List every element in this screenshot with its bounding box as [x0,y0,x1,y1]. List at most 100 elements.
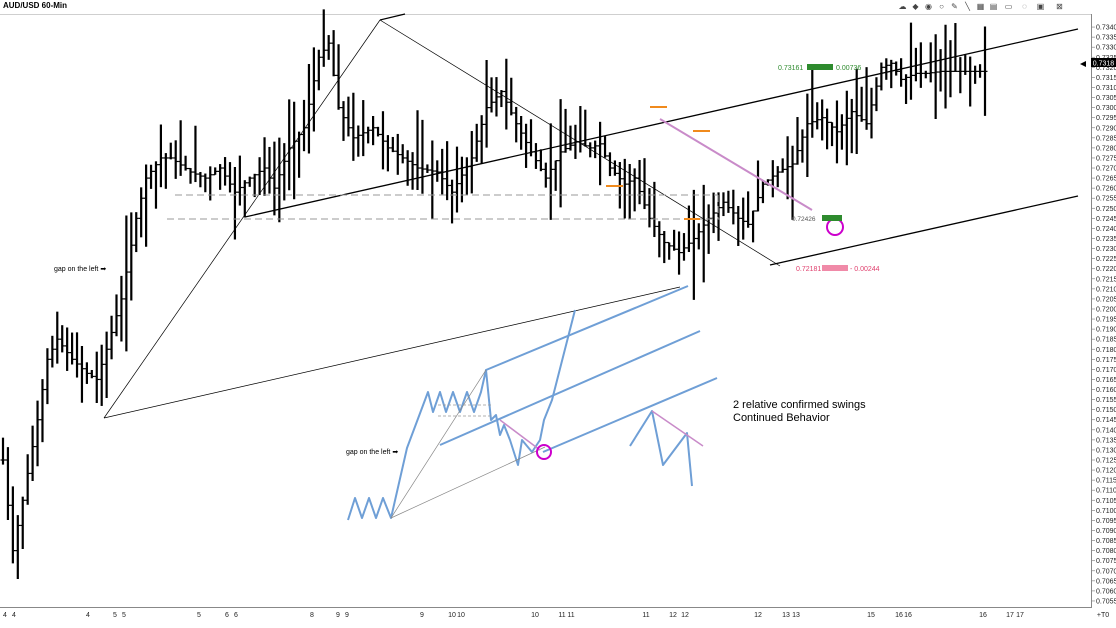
line-tool-icon[interactable]: ╲ [965,2,970,11]
fill-icon[interactable]: ◆ [912,2,919,11]
note-line-1: 2 relative confirmed swings [733,399,866,411]
y-tick-label: 0.7275 [1096,155,1116,162]
y-tick-label: 0.7075 [1096,558,1116,565]
y-tick-label: 0.7100 [1096,508,1116,515]
y-tick-label: 0.7240 [1096,226,1116,233]
chart-title-bar: AUD/USD 60-Min ☁ ◆ ◉ ○ ✎ ╲ ▦ ▤ ▭ ◌ ▣ ⊠ [0,0,1116,15]
y-tick-label: 0.7335 [1096,35,1116,42]
x-tick-label: 10 [457,612,465,619]
decline-line [379,19,781,267]
y-tick-label: 0.7295 [1096,115,1116,122]
y-tick-label: 0.7175 [1096,357,1116,364]
x-tick-label: 16 [979,612,987,619]
y-tick-label: 0.7305 [1096,95,1116,102]
pink-trend-line [659,118,813,211]
y-tick-label: 0.7205 [1096,296,1116,303]
x-tick-label: 5 [113,612,117,619]
lower-marker-diff: - 0.00244 [850,266,880,273]
y-tick-label: 0.7110 [1096,488,1116,495]
ellipse-tool-icon[interactable]: ○ [939,2,944,11]
gap-label-sketch: gap on the left ➡ [346,449,398,456]
lower-channel-line [769,195,1079,266]
y-tick-label: 0.7180 [1096,347,1116,354]
x-tick-label: 17 [1006,612,1014,619]
sketch-price-path [347,309,576,521]
y-tick-label: 0.7130 [1096,447,1116,454]
x-tick-label: 8 [310,612,314,619]
sketch-channel-mid [439,330,701,446]
y-tick-label: 0.7255 [1096,196,1116,203]
x-tick-label: 6 [234,612,238,619]
y-tick-label: 0.7065 [1096,578,1116,585]
trendline-tools [103,13,1079,419]
y-tick-label: 0.7300 [1096,105,1116,112]
sketch-second-path [629,410,693,487]
x-tick-label: 9 [420,612,424,619]
x-tick-label: 16 [895,612,903,619]
last-price-badge: 0.7318 [1080,58,1116,68]
close-icon[interactable]: ⊠ [1056,2,1063,11]
mid-measure-marker: 0.72426 [792,215,842,223]
pencil-icon[interactable]: ✎ [951,2,958,11]
panel-icon[interactable]: ▣ [1036,2,1045,11]
sketch-channel-low [542,377,718,453]
y-tick-label: 0.7070 [1096,568,1116,575]
y-tick-label: 0.7055 [1096,598,1116,605]
x-tick-label: 9 [336,612,340,619]
y-tick-label: 0.7245 [1096,216,1116,223]
fib-grid-icon[interactable]: ▦ [976,2,985,11]
channel-tool-icon[interactable]: ▤ [989,2,998,11]
x-tick-label: 5 [197,612,201,619]
y-tick-label: 0.7220 [1096,266,1116,273]
snap-icon[interactable]: ◌ [1022,2,1027,11]
y-tick-label: 0.7260 [1096,186,1116,193]
y-tick-label: 0.7135 [1096,437,1116,444]
y-tick-label: 0.7285 [1096,135,1116,142]
long-support-line [103,286,681,419]
y-tick-label: 0.7090 [1096,528,1116,535]
y-tick-label: 0.7145 [1096,417,1116,424]
y-tick-label: 0.7150 [1096,407,1116,414]
x-tick-label: 13 [782,612,790,619]
circle-tool-icon[interactable]: ◉ [925,2,932,11]
y-tick-label: 0.7265 [1096,176,1116,183]
y-tick-label: 0.7085 [1096,538,1116,545]
chart-title: AUD/USD 60-Min [3,1,68,10]
y-tick-label: 0.7250 [1096,206,1116,213]
y-tick-label: 0.7095 [1096,518,1116,525]
y-tick-label: 0.7160 [1096,387,1116,394]
y-tick-label: 0.7340 [1096,25,1116,32]
x-tick-label: 15 [867,612,875,619]
x-tick-label: 12 [681,612,689,619]
text-box-icon[interactable]: ▭ [1004,2,1013,11]
y-tick-label: 0.7165 [1096,377,1116,384]
x-tick-label: 13 [792,612,800,619]
y-tick-label: 0.7310 [1096,85,1116,92]
y-tick-label: 0.7155 [1096,397,1116,404]
y-tick-label: 0.7105 [1096,498,1116,505]
y-tick-label: 0.7210 [1096,286,1116,293]
x-tick-label: 4 [12,612,16,619]
upper-measure-marker: 0.73161 0.00736 [778,64,861,72]
x-tick-label: 16 [904,612,912,619]
x-tick-label: 12 [669,612,677,619]
note-line-2: Continued Behavior [733,412,830,424]
x-tick-label: 10 [448,612,456,619]
y-tick-label: 0.7330 [1096,45,1116,52]
cloud-icon[interactable]: ☁ [898,2,907,11]
x-tick-label: 11 [558,612,565,619]
lower-marker-price: 0.72181 [796,266,821,273]
x-tick-label: 10 [531,612,539,619]
y-tick-label: 0.7185 [1096,337,1116,344]
upper-marker-diff: 0.00736 [836,65,861,72]
x-tick-label: 4 [86,612,90,619]
x-tick-label: 6 [225,612,229,619]
sketch-channel-top [485,285,689,371]
y-tick-label: 0.7115 [1096,478,1116,485]
y-tick-label: 0.7125 [1096,458,1116,465]
sketch-guides [390,369,704,519]
y-tick-label: 0.7225 [1096,256,1116,263]
y-tick-label: 0.7200 [1096,306,1116,313]
x-tick-label: 12 [754,612,762,619]
